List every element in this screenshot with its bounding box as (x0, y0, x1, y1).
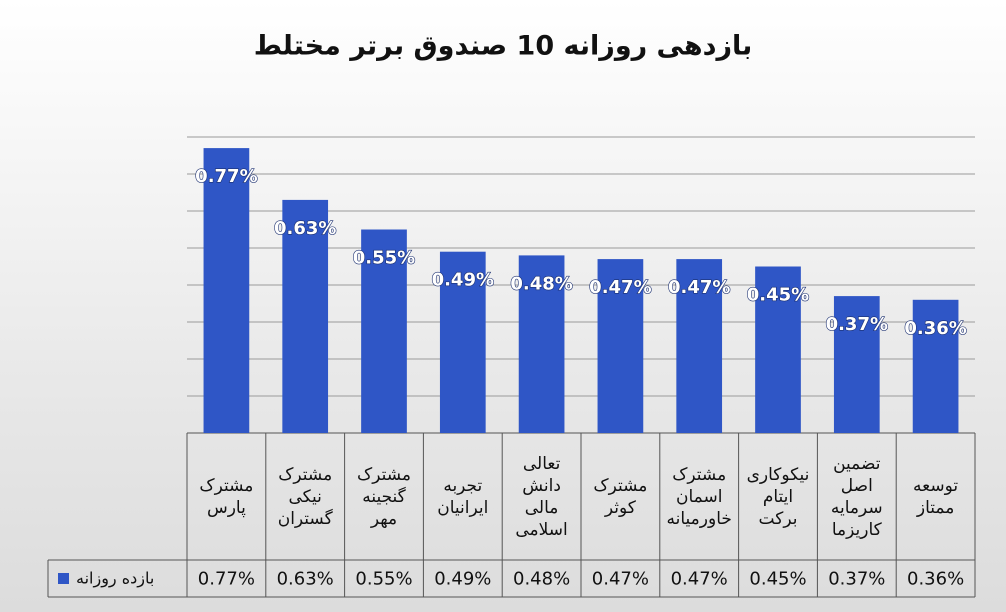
data-label: 0.37% (826, 314, 888, 335)
data-label: 0.55% (353, 248, 415, 269)
x-tick-label: تعالی دانش مالی اسلامی (502, 433, 581, 560)
data-label: 0.48% (510, 273, 572, 294)
category-text: مشترک کوثر (593, 475, 648, 518)
table-value: 0.47% (671, 569, 728, 590)
category-text: تضمین اصل سرمایه کاریزما (830, 453, 883, 540)
x-tick-label: مشترک نیکی گستران (266, 433, 345, 560)
chart-title: بازدهی روزانه 10 صندوق برتر مختلط (254, 31, 753, 62)
category-text: مشترک گنجینه مهر (357, 464, 411, 529)
data-label: 0.47% (589, 277, 651, 298)
bar (597, 259, 644, 433)
table-value: 0.48% (513, 569, 570, 590)
table-value: 0.45% (749, 569, 806, 590)
legend-swatch (58, 573, 69, 584)
category-text: تجربه ایرانیان (437, 475, 489, 518)
x-tick-label: تضمین اصل سرمایه کاریزما (817, 433, 896, 560)
category-text: توسعه ممتاز (913, 475, 959, 518)
category-text: نیکوکاری ایتام برکت (746, 464, 810, 529)
data-label: 0.63% (274, 218, 336, 239)
data-label: 0.49% (432, 270, 494, 291)
x-tick-label: نیکوکاری ایتام برکت (739, 433, 818, 560)
table-value: 0.49% (434, 569, 491, 590)
table-value: 0.36% (907, 569, 964, 590)
legend-label: بازده روزانه (76, 569, 154, 589)
data-label: 0.45% (747, 285, 809, 306)
x-tick-label: مشترک کوثر (581, 433, 660, 560)
bar (282, 199, 329, 433)
x-tick-label: مشترک پارس (187, 433, 266, 560)
table-value: 0.47% (592, 569, 649, 590)
table-value: 0.37% (828, 569, 885, 590)
x-tick-label: مشترک گنجینه مهر (345, 433, 424, 560)
data-label: 0.77% (195, 166, 257, 187)
bar (439, 251, 486, 433)
data-label: 0.36% (904, 318, 966, 339)
bar (518, 255, 565, 433)
table-value: 0.55% (355, 569, 412, 590)
bar (912, 299, 959, 433)
category-text: مشترک نیکی گستران (277, 464, 333, 529)
bar (755, 266, 801, 433)
x-tick-label: تجربه ایرانیان (423, 433, 502, 560)
x-tick-label: توسعه ممتاز (896, 433, 975, 560)
data-label: 0.47% (668, 277, 730, 298)
category-text: مشترک اسمان خاورمیانه (666, 464, 732, 529)
bar (833, 296, 880, 433)
x-tick-label: مشترک اسمان خاورمیانه (660, 433, 739, 560)
category-text: مشترک پارس (199, 475, 254, 518)
table-value: 0.63% (277, 569, 334, 590)
bar (676, 259, 723, 433)
bar (361, 229, 407, 433)
category-text: تعالی دانش مالی اسلامی (515, 453, 568, 540)
bar (203, 148, 250, 433)
table-value: 0.77% (198, 569, 255, 590)
